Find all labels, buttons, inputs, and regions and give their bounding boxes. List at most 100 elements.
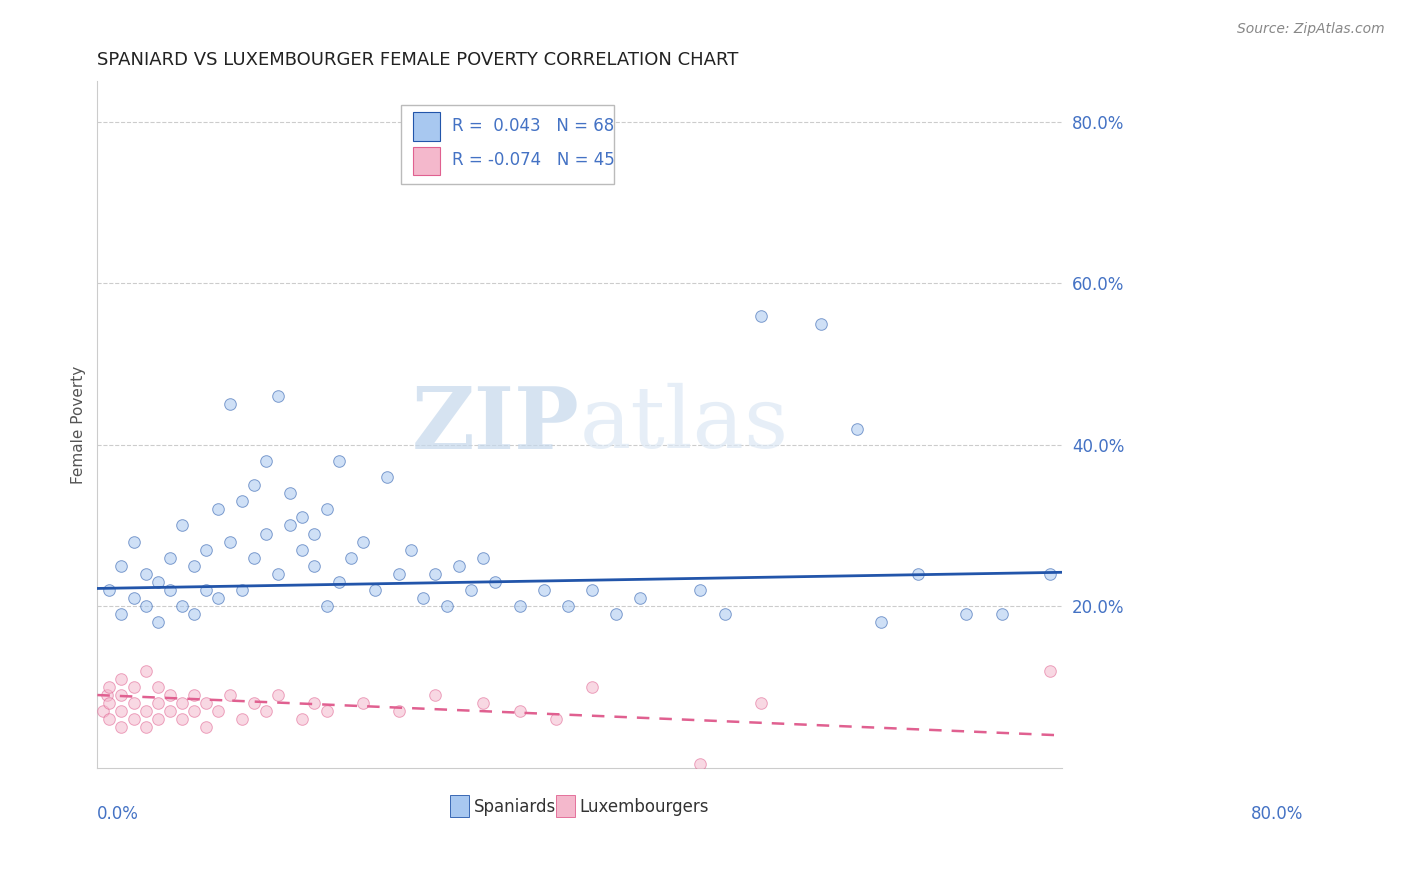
Point bbox=[304, 526, 326, 541]
Point bbox=[110, 704, 132, 718]
Point bbox=[231, 712, 253, 726]
Point bbox=[544, 712, 567, 726]
Point bbox=[399, 542, 422, 557]
Point bbox=[991, 607, 1014, 622]
Point bbox=[159, 550, 181, 565]
Point bbox=[388, 704, 411, 718]
Point bbox=[581, 680, 603, 694]
Point bbox=[388, 566, 411, 581]
Point bbox=[207, 704, 229, 718]
Point bbox=[484, 574, 506, 589]
Point bbox=[170, 518, 193, 533]
Point bbox=[146, 680, 169, 694]
Point bbox=[146, 696, 169, 710]
Point bbox=[183, 688, 205, 702]
FancyBboxPatch shape bbox=[413, 146, 440, 176]
Point bbox=[533, 583, 555, 598]
Point bbox=[98, 680, 121, 694]
Point bbox=[581, 583, 603, 598]
Point bbox=[243, 550, 266, 565]
Point bbox=[183, 704, 205, 718]
Point bbox=[1039, 664, 1062, 678]
Point bbox=[315, 704, 337, 718]
Point bbox=[207, 591, 229, 606]
Point bbox=[194, 696, 217, 710]
Point bbox=[280, 486, 302, 500]
Point bbox=[194, 720, 217, 734]
Point bbox=[364, 583, 387, 598]
Y-axis label: Female Poverty: Female Poverty bbox=[72, 366, 86, 483]
Point bbox=[243, 478, 266, 492]
Point bbox=[98, 696, 121, 710]
Point bbox=[135, 599, 157, 614]
Point bbox=[328, 574, 350, 589]
Point bbox=[146, 712, 169, 726]
FancyBboxPatch shape bbox=[450, 795, 468, 817]
Point bbox=[315, 599, 337, 614]
Text: 80.0%: 80.0% bbox=[1251, 805, 1303, 823]
Point bbox=[605, 607, 627, 622]
Point bbox=[689, 583, 711, 598]
Point bbox=[207, 502, 229, 516]
Point bbox=[194, 583, 217, 598]
Point bbox=[98, 712, 121, 726]
Text: Spaniards: Spaniards bbox=[474, 797, 555, 816]
Point bbox=[628, 591, 651, 606]
Point bbox=[159, 583, 181, 598]
Point bbox=[280, 518, 302, 533]
Point bbox=[135, 664, 157, 678]
Point bbox=[846, 421, 869, 435]
Point bbox=[98, 583, 121, 598]
Point bbox=[254, 704, 277, 718]
Point bbox=[749, 309, 772, 323]
Point bbox=[315, 502, 337, 516]
Point bbox=[170, 696, 193, 710]
FancyBboxPatch shape bbox=[413, 112, 440, 141]
Point bbox=[907, 566, 929, 581]
Point bbox=[689, 756, 711, 771]
Point bbox=[1039, 566, 1062, 581]
Point bbox=[352, 534, 374, 549]
Point bbox=[339, 550, 361, 565]
Point bbox=[352, 696, 374, 710]
Text: atlas: atlas bbox=[579, 383, 789, 467]
Point bbox=[183, 607, 205, 622]
Point bbox=[122, 591, 145, 606]
Point bbox=[460, 583, 482, 598]
Point bbox=[436, 599, 458, 614]
Point bbox=[749, 696, 772, 710]
Text: R =  0.043   N = 68: R = 0.043 N = 68 bbox=[451, 117, 614, 135]
Point bbox=[870, 615, 893, 630]
Point bbox=[135, 566, 157, 581]
Point bbox=[267, 688, 290, 702]
Point bbox=[122, 680, 145, 694]
Point bbox=[955, 607, 977, 622]
Point bbox=[110, 672, 132, 686]
Point bbox=[110, 720, 132, 734]
Point bbox=[231, 583, 253, 598]
Point bbox=[254, 454, 277, 468]
Text: Luxembourgers: Luxembourgers bbox=[579, 797, 710, 816]
Point bbox=[328, 454, 350, 468]
Point bbox=[375, 470, 398, 484]
Point bbox=[122, 696, 145, 710]
Point bbox=[713, 607, 735, 622]
Point bbox=[304, 696, 326, 710]
Point bbox=[423, 566, 446, 581]
Point bbox=[557, 599, 579, 614]
Point bbox=[110, 558, 132, 573]
Point bbox=[110, 688, 132, 702]
Text: R = -0.074   N = 45: R = -0.074 N = 45 bbox=[451, 152, 614, 169]
Point bbox=[243, 696, 266, 710]
Point bbox=[170, 599, 193, 614]
Point bbox=[304, 558, 326, 573]
Point bbox=[509, 599, 531, 614]
Point bbox=[231, 494, 253, 508]
Point bbox=[194, 542, 217, 557]
Point bbox=[267, 389, 290, 403]
Point bbox=[93, 704, 115, 718]
Point bbox=[159, 688, 181, 702]
Point bbox=[122, 712, 145, 726]
Point bbox=[159, 704, 181, 718]
Point bbox=[110, 607, 132, 622]
